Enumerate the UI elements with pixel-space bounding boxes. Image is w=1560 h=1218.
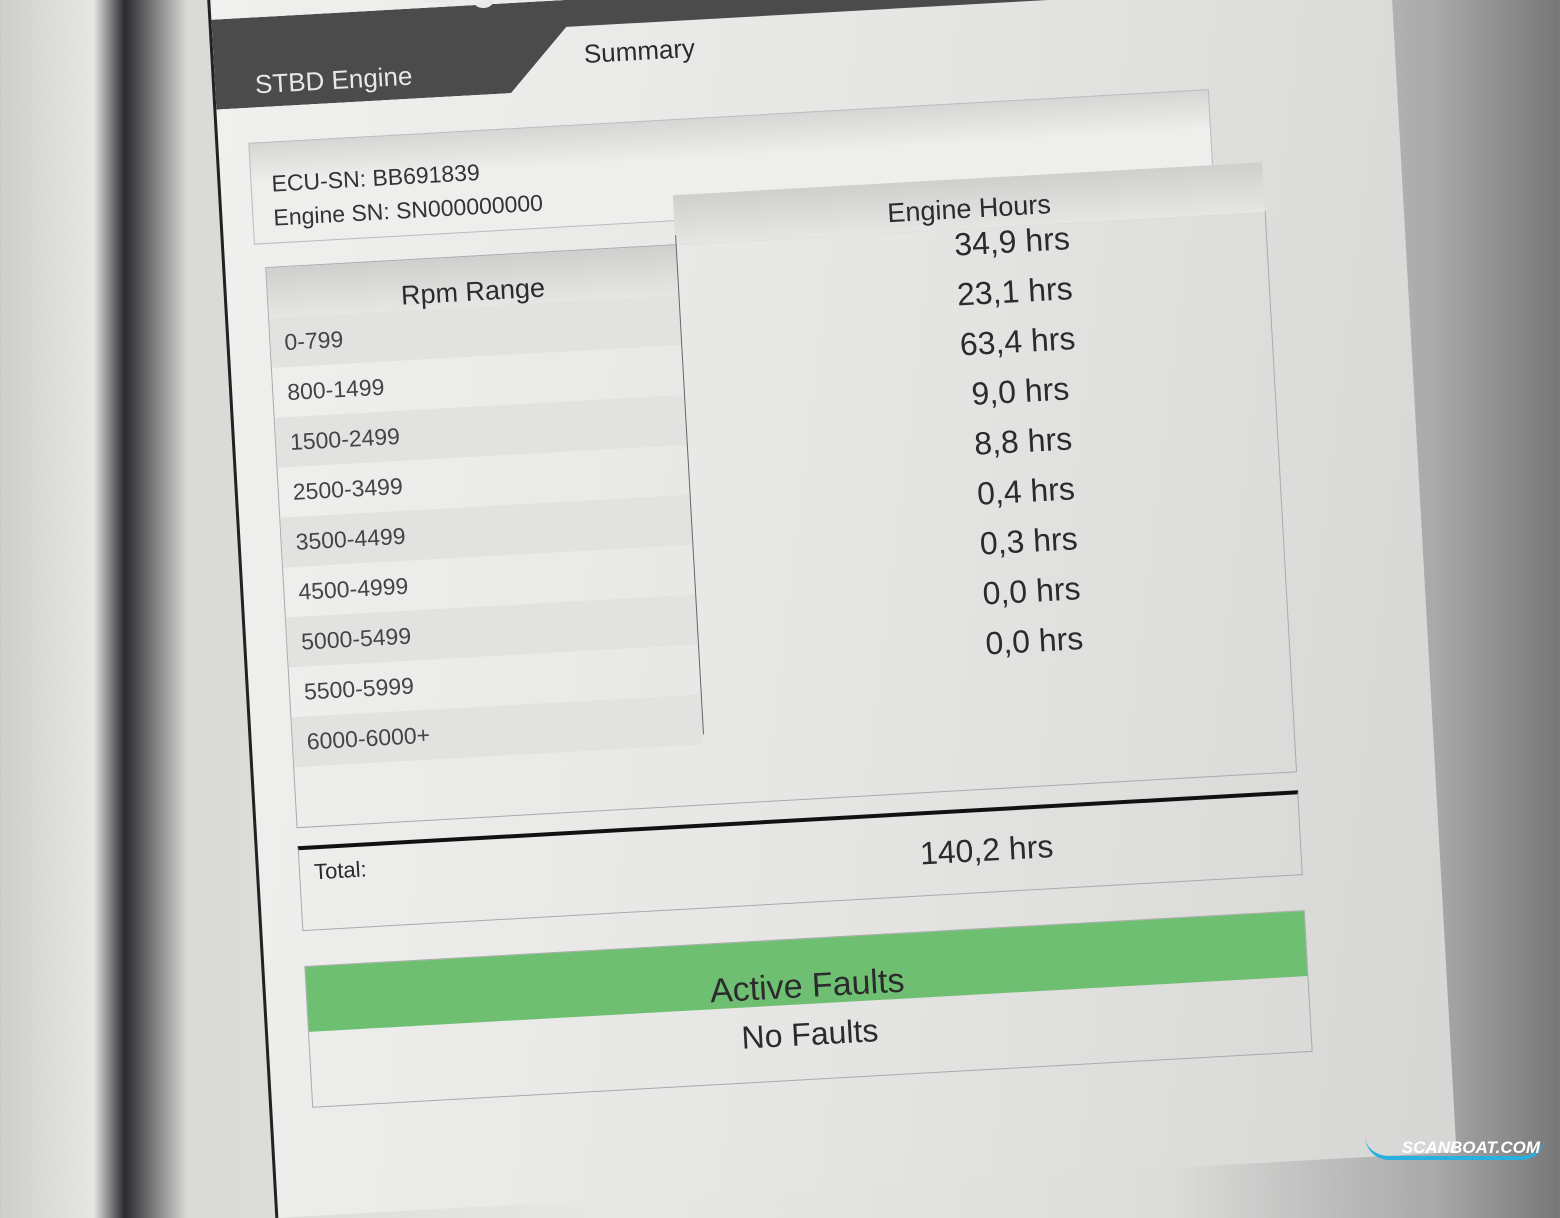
summary-label: Summary [583,32,696,69]
report-page: Engine STBD Engine Summary ECU-SN: BB691… [205,0,1457,1218]
hours-column: 34,9 hrs 23,1 hrs 63,4 hrs 9,0 hrs 8,8 hrs 0,… [675,202,1294,735]
rpm-column: 0-799 800-1499 1500-2499 2500-3499 3500-4499… [269,295,704,768]
total-label: Total: [313,856,368,885]
ecu-sn: ECU-SN: BB691839 [270,159,481,197]
scanboat-watermark: SCANBOAT.COM [1401,1138,1540,1157]
engine-hours-table: Rpm Range Engine Hours 0-799 800-1499 1500… [265,162,1298,829]
active-faults-panel: Active Faults No Faults [304,910,1313,1108]
scanboat-wave-logo [1365,1136,1545,1160]
total-value: 140,2 hrs [918,828,1055,872]
engine-sn: Engine SN: SN000000000 [272,189,544,231]
header-band [211,0,1394,110]
